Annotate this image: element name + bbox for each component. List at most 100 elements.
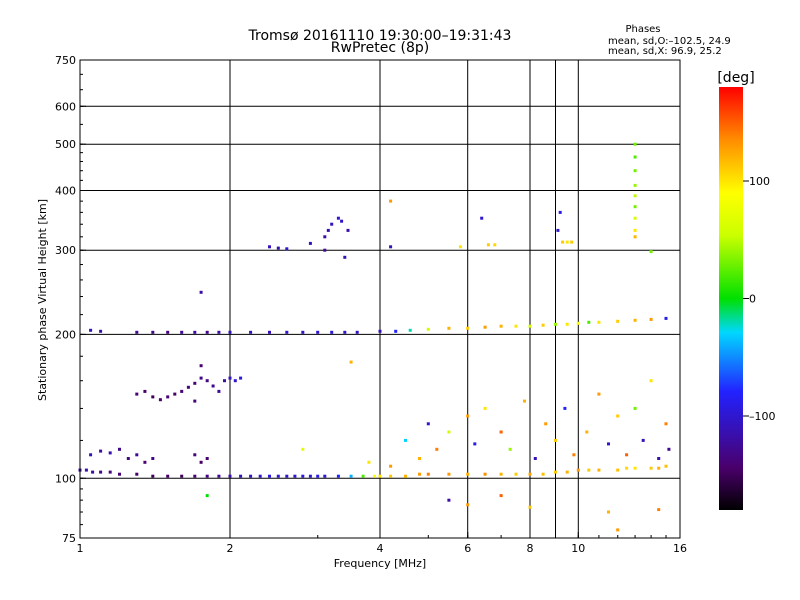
data-point — [447, 498, 451, 502]
data-point — [316, 474, 320, 478]
stats-x-mode: mean, sd,X: 96.9, 25.2 — [608, 46, 722, 57]
x-axis-label: Frequency [MHz] — [334, 557, 426, 570]
data-point — [89, 453, 93, 457]
data-point — [473, 442, 477, 446]
grid-lines — [80, 60, 680, 538]
data-point — [541, 472, 545, 476]
y-tick-label: 500 — [55, 138, 76, 151]
y-tick-label: 600 — [55, 100, 76, 113]
data-point — [340, 219, 344, 223]
x-tick-label: 8 — [527, 542, 534, 555]
x-tick-label: 10 — [571, 542, 585, 555]
data-point — [616, 528, 620, 532]
data-point — [404, 474, 407, 478]
data-point — [633, 228, 637, 232]
data-point — [554, 470, 557, 474]
data-point — [597, 392, 601, 396]
data-point — [597, 320, 601, 324]
data-point — [633, 406, 637, 410]
data-point — [285, 247, 289, 251]
data-point — [118, 472, 121, 476]
data-point — [268, 330, 271, 334]
data-point — [108, 451, 112, 455]
data-point — [355, 330, 359, 334]
data-point — [336, 474, 340, 478]
data-point — [108, 470, 112, 474]
y-tick-label: 200 — [55, 328, 76, 341]
data-point — [180, 474, 184, 478]
colorbar-tick-label: –100 — [749, 410, 776, 423]
data-point — [199, 364, 203, 368]
data-point — [228, 330, 232, 334]
data-point — [151, 330, 155, 334]
data-point — [193, 381, 197, 385]
data-point — [389, 474, 393, 478]
data-point — [570, 240, 574, 244]
data-point — [499, 494, 503, 498]
data-point — [616, 414, 620, 418]
data-point — [426, 472, 430, 476]
data-point — [199, 376, 203, 380]
data-point — [528, 505, 532, 509]
data-point — [193, 453, 197, 457]
data-point — [528, 472, 532, 476]
data-point — [435, 447, 439, 451]
data-point — [211, 384, 215, 388]
data-point — [330, 330, 334, 334]
data-point — [166, 474, 170, 478]
colorbar — [719, 87, 743, 510]
data-point — [205, 379, 209, 383]
data-point — [323, 474, 327, 478]
data-point — [89, 328, 93, 332]
data-point — [343, 330, 347, 334]
data-point — [633, 466, 637, 470]
data-point — [483, 406, 487, 410]
data-point — [565, 322, 569, 326]
data-point — [528, 324, 532, 328]
data-point — [426, 422, 430, 426]
data-point — [499, 430, 503, 434]
data-point — [633, 183, 637, 187]
data-point — [633, 194, 637, 198]
x-tick-label: 2 — [227, 542, 234, 555]
data-point — [633, 235, 637, 239]
data-point — [285, 330, 289, 334]
data-point — [193, 399, 197, 403]
data-point — [466, 414, 470, 418]
colorbar-tick-label: 0 — [749, 293, 756, 306]
data-point — [323, 235, 327, 239]
data-point — [447, 326, 451, 330]
data-point — [625, 453, 629, 457]
data-point — [135, 392, 139, 396]
data-point — [205, 330, 209, 334]
data-point — [466, 472, 470, 476]
data-point — [193, 330, 197, 334]
stats-o-mode: mean, sd,O:–102.5, 24.9 — [608, 36, 731, 47]
data-point — [308, 474, 312, 478]
data-point — [633, 216, 637, 220]
data-point — [151, 457, 155, 460]
data-point — [576, 468, 580, 472]
data-point — [217, 330, 221, 334]
data-point — [404, 438, 407, 442]
data-point — [667, 447, 671, 451]
data-point — [625, 466, 629, 470]
data-point — [199, 290, 203, 294]
data-point — [239, 376, 243, 380]
data-point — [126, 457, 130, 460]
data-point — [205, 494, 209, 498]
data-point — [276, 474, 280, 478]
data-point — [544, 422, 548, 426]
data-point — [268, 474, 271, 478]
colorbar-ticks: 100 0 –100 — [743, 175, 776, 423]
data-point — [301, 330, 305, 334]
stats-heading: Phases — [625, 24, 660, 35]
colorbar-tick-label: 100 — [749, 175, 770, 188]
data-point — [143, 460, 147, 464]
data-point — [173, 392, 177, 396]
data-point — [657, 508, 661, 512]
data-point — [664, 316, 668, 320]
data-point — [346, 228, 350, 232]
data-point — [367, 460, 371, 464]
data-point — [480, 216, 484, 220]
